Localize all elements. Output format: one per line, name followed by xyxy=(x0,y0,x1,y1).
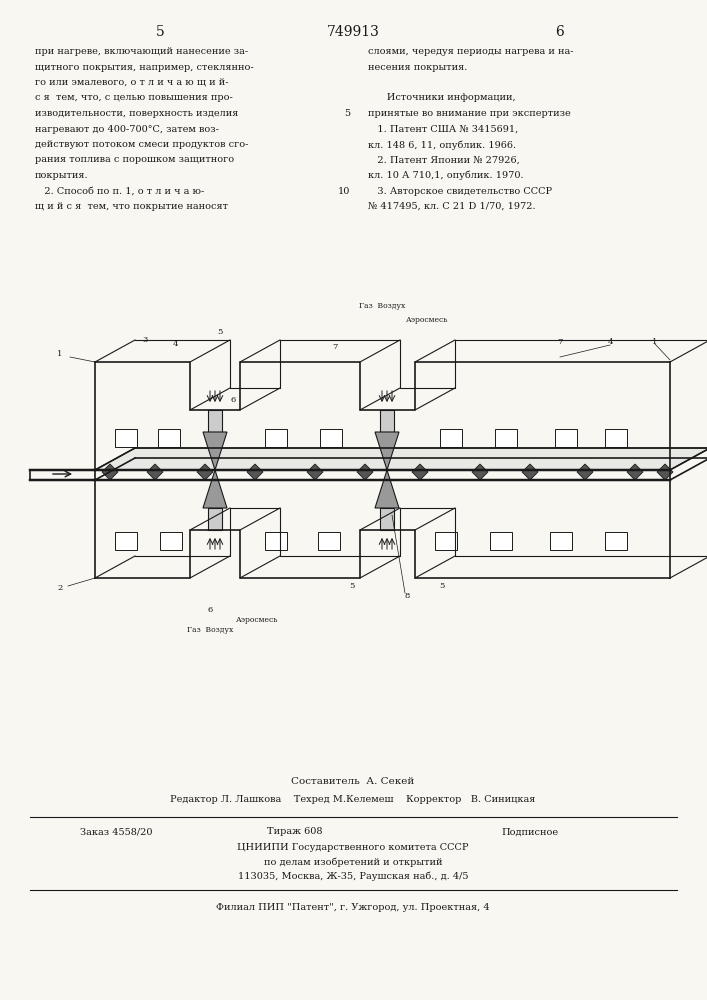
Polygon shape xyxy=(577,464,593,480)
Text: № 417495, кл. С 21 D 1/70, 1972.: № 417495, кл. С 21 D 1/70, 1972. xyxy=(368,202,536,211)
Bar xyxy=(495,429,517,447)
Text: Подписное: Подписное xyxy=(501,828,559,836)
Text: действуют потоком смеси продуктов сго-: действуют потоком смеси продуктов сго- xyxy=(35,140,248,149)
Bar xyxy=(605,532,627,550)
Polygon shape xyxy=(203,470,227,508)
Text: рания топлива с порошком защитного: рания топлива с порошком защитного xyxy=(35,155,234,164)
Bar xyxy=(115,429,137,447)
Text: 3: 3 xyxy=(142,336,148,344)
Text: покрытия.: покрытия. xyxy=(35,171,88,180)
Text: Аэросмесь: Аэросмесь xyxy=(406,316,448,324)
Bar xyxy=(550,532,572,550)
Text: 1: 1 xyxy=(653,338,658,346)
Polygon shape xyxy=(95,448,707,470)
Text: Газ  Воздух: Газ Воздух xyxy=(187,626,233,634)
Text: Составитель  А. Секей: Составитель А. Секей xyxy=(291,778,414,786)
Bar xyxy=(265,429,287,447)
Text: 7: 7 xyxy=(332,343,338,351)
Polygon shape xyxy=(147,464,163,480)
Polygon shape xyxy=(357,464,373,480)
Text: 3. Авторское свидетельство СССР: 3. Авторское свидетельство СССР xyxy=(368,186,552,196)
Text: 6: 6 xyxy=(556,25,564,39)
Text: 4: 4 xyxy=(173,340,177,348)
Bar xyxy=(490,532,512,550)
Text: го или эмалевого, о т л и ч а ю щ и й-: го или эмалевого, о т л и ч а ю щ и й- xyxy=(35,78,228,87)
Bar xyxy=(605,429,627,447)
Text: 1. Патент США № 3415691,: 1. Патент США № 3415691, xyxy=(368,124,518,133)
Text: Аэросмесь: Аэросмесь xyxy=(235,616,279,624)
Polygon shape xyxy=(472,464,488,480)
Bar xyxy=(380,410,394,432)
Text: 5: 5 xyxy=(156,25,164,39)
Text: кл. 148 6, 11, опублик. 1966.: кл. 148 6, 11, опублик. 1966. xyxy=(368,140,516,149)
Text: нагревают до 400-700°С, затем воз-: нагревают до 400-700°С, затем воз- xyxy=(35,124,219,133)
Polygon shape xyxy=(203,432,227,470)
Polygon shape xyxy=(412,464,428,480)
Text: 1: 1 xyxy=(57,350,63,358)
Text: 5: 5 xyxy=(349,582,355,590)
Text: 10: 10 xyxy=(338,186,350,196)
Text: слоями, чередуя периоды нагрева и на-: слоями, чередуя периоды нагрева и на- xyxy=(368,47,573,56)
Polygon shape xyxy=(375,470,399,508)
Bar xyxy=(115,532,137,550)
Text: 113035, Москва, Ж-35, Раушская наб., д. 4/5: 113035, Москва, Ж-35, Раушская наб., д. … xyxy=(238,871,468,881)
Text: Редактор Л. Лашкова    Техред М.Келемеш    Корректор   В. Синицкая: Редактор Л. Лашкова Техред М.Келемеш Кор… xyxy=(170,796,536,804)
Text: Заказ 4558/20: Заказ 4558/20 xyxy=(80,828,153,836)
Text: с я  тем, что, с целью повышения про-: с я тем, что, с целью повышения про- xyxy=(35,94,233,103)
Text: принятые во внимание при экспертизе: принятые во внимание при экспертизе xyxy=(368,109,571,118)
Text: щитного покрытия, например, стеклянно-: щитного покрытия, например, стеклянно- xyxy=(35,62,254,72)
Text: 749913: 749913 xyxy=(327,25,380,39)
Polygon shape xyxy=(375,432,399,470)
Text: щ и й с я  тем, что покрытие наносят: щ и й с я тем, что покрытие наносят xyxy=(35,202,228,211)
Text: 6: 6 xyxy=(207,606,213,614)
Polygon shape xyxy=(307,464,323,480)
Text: 5: 5 xyxy=(439,582,445,590)
Text: 5: 5 xyxy=(217,328,223,336)
Text: 6: 6 xyxy=(230,396,235,404)
Text: 5: 5 xyxy=(344,109,350,118)
Bar xyxy=(208,410,222,432)
Polygon shape xyxy=(247,464,263,480)
Text: 4: 4 xyxy=(607,338,613,346)
Polygon shape xyxy=(197,464,213,480)
Bar xyxy=(320,429,342,447)
Text: Тираж 608: Тираж 608 xyxy=(267,828,323,836)
Text: 2. Патент Японии № 27926,: 2. Патент Японии № 27926, xyxy=(368,155,520,164)
Polygon shape xyxy=(522,464,538,480)
Text: 2. Способ по п. 1, о т л и ч а ю-: 2. Способ по п. 1, о т л и ч а ю- xyxy=(35,186,204,196)
Text: 7: 7 xyxy=(557,338,563,346)
Text: несения покрытия.: несения покрытия. xyxy=(368,62,467,72)
Text: кл. 10 А 710,1, опублик. 1970.: кл. 10 А 710,1, опублик. 1970. xyxy=(368,171,524,180)
Text: изводительности, поверхность изделия: изводительности, поверхность изделия xyxy=(35,109,238,118)
Text: 8: 8 xyxy=(404,592,409,600)
Bar xyxy=(555,429,577,447)
Text: ЦНИИПИ Государственного комитета СССР: ЦНИИПИ Государственного комитета СССР xyxy=(238,844,469,852)
Text: Филиал ПИП "Патент", г. Ужгород, ул. Проектная, 4: Филиал ПИП "Патент", г. Ужгород, ул. Про… xyxy=(216,902,490,912)
Bar xyxy=(160,532,182,550)
Text: Газ  Воздух: Газ Воздух xyxy=(359,302,405,310)
Text: при нагреве, включающий нанесение за-: при нагреве, включающий нанесение за- xyxy=(35,47,248,56)
Polygon shape xyxy=(657,464,673,480)
Text: по делам изобретений и открытий: по делам изобретений и открытий xyxy=(264,857,443,867)
Bar xyxy=(380,508,394,530)
Bar xyxy=(318,532,340,550)
Bar xyxy=(265,532,287,550)
Text: 2: 2 xyxy=(57,584,63,592)
Polygon shape xyxy=(102,464,118,480)
Bar xyxy=(208,508,222,530)
Bar xyxy=(435,532,457,550)
Text: Источники информации,: Источники информации, xyxy=(368,94,515,103)
Polygon shape xyxy=(627,464,643,480)
Bar xyxy=(158,429,180,447)
Bar xyxy=(440,429,462,447)
